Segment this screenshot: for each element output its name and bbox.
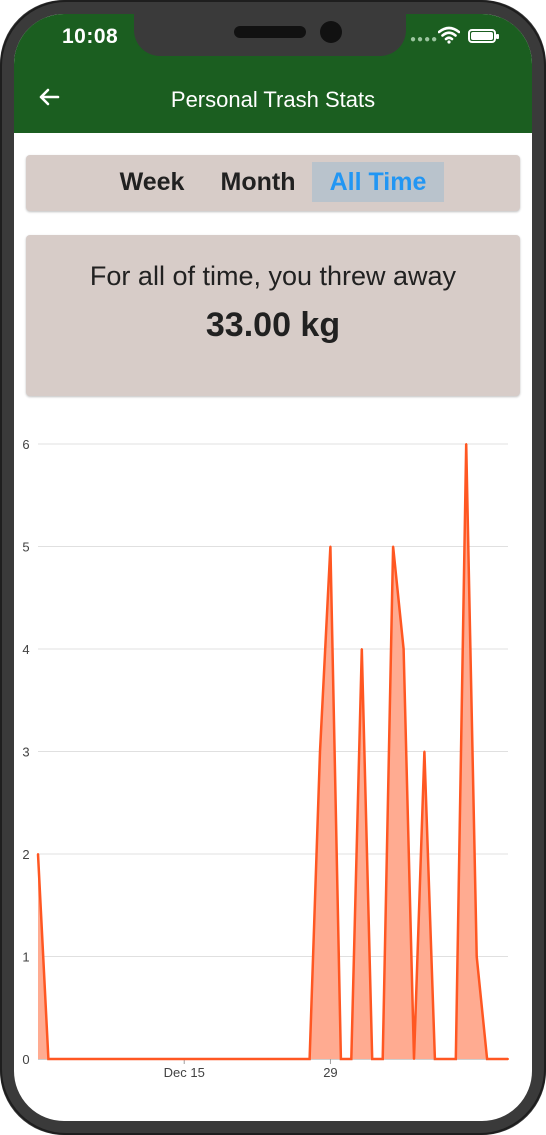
data-point [475,955,478,958]
data-point [339,1058,342,1060]
battery-icon [468,29,499,43]
tab-all-time[interactable]: All Time [312,162,444,202]
data-point [37,853,39,855]
data-point [350,1058,353,1060]
notch [134,14,406,56]
page-title: Personal Trash Stats [170,87,376,112]
y-tick-label: 0 [22,1052,29,1067]
tab-week[interactable]: Week [119,168,185,196]
status-bar: 10:08 ●●●● [14,14,532,64]
tab-month[interactable]: Month [220,168,296,196]
y-tick-label: 1 [22,950,29,965]
summary-card: For all of time, you threw away 33.00 kg [26,235,520,396]
data-point [496,1058,499,1060]
wifi-icon [438,26,460,44]
data-point [423,750,426,753]
data-point [392,545,395,548]
status-time: 10:08 [62,25,119,48]
data-point [465,443,468,445]
data-point [371,1058,374,1060]
series-area [38,444,508,1059]
trash-chart: 0 1 2 3 4 5 6 Dec 15 29 [22,437,509,1080]
data-point [360,648,363,650]
back-arrow-icon[interactable] [34,82,64,112]
y-tick-label: 4 [22,642,29,657]
y-tick-label: 6 [22,437,29,452]
data-point [507,1058,509,1060]
y-tick-label: 3 [22,745,29,760]
speaker [234,26,306,38]
data-point [381,1058,384,1060]
data-point [486,1058,489,1060]
data-point [47,1058,50,1060]
data-point [433,1058,436,1060]
app-bar: Personal Trash Stats [14,64,532,133]
signal-icon: ●●●● [410,34,439,45]
data-point [329,545,332,548]
period-tabs: Week Month All Time [26,155,520,211]
data-point [266,1058,269,1060]
x-tick-label: Dec 15 [164,1065,205,1080]
y-tick-label: 5 [22,540,29,555]
data-point [402,648,405,650]
data-point [413,1058,415,1060]
x-tick-label: 29 [323,1065,337,1080]
camera [320,21,342,43]
summary-caption: For all of time, you threw away [89,261,457,291]
data-point [454,1058,457,1060]
data-point [308,1058,311,1060]
data-point [319,750,321,753]
summary-amount: 33.00 kg [205,306,341,344]
data-point [444,1058,447,1060]
y-tick-label: 2 [22,847,29,862]
